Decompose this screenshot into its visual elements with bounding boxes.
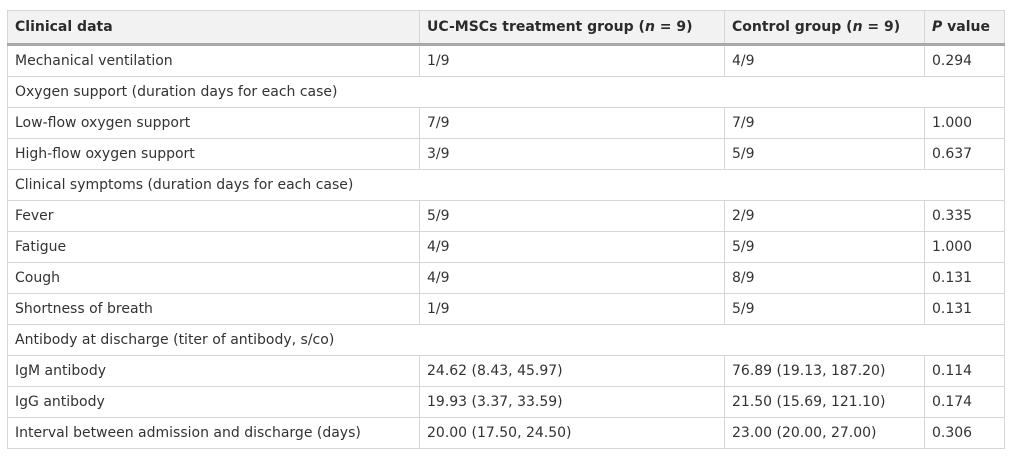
treatment-value: 24.62 (8.43, 45.97) — [419, 355, 725, 387]
row-label: Shortness of breath — [7, 293, 420, 325]
row-label: High-flow oxygen support — [7, 138, 420, 170]
p-value: 0.131 — [924, 293, 1005, 325]
row-label: Cough — [7, 262, 420, 294]
p-value: 1.000 — [924, 107, 1005, 139]
control-value: 4/9 — [724, 44, 925, 77]
treatment-value: 7/9 — [419, 107, 725, 139]
header-control-pre: Control group ( — [732, 19, 853, 35]
control-value: 5/9 — [724, 138, 925, 170]
section-label: Oxygen support (duration days for each c… — [7, 76, 1005, 108]
table-row: High-flow oxygen support 3/9 5/9 0.637 — [7, 138, 1005, 170]
treatment-value: 1/9 — [419, 44, 725, 77]
p-value: 0.174 — [924, 386, 1005, 418]
p-value: 0.131 — [924, 262, 1005, 294]
header-treatment-pre: UC-MSCs treatment group ( — [427, 19, 645, 35]
control-value: 7/9 — [724, 107, 925, 139]
table-row: Shortness of breath 1/9 5/9 0.131 — [7, 293, 1005, 325]
table-body: Mechanical ventilation 1/9 4/9 0.294 Oxygen … — [7, 44, 1005, 449]
clinical-data-table: Clinical data UC-MSCs treatment group (n… — [7, 10, 1005, 449]
treatment-value: 19.93 (3.37, 33.59) — [419, 386, 725, 418]
table-section-row: Oxygen support (duration days for each c… — [7, 76, 1005, 108]
header-control-post: = 9) — [862, 19, 901, 35]
table-section-row: Clinical symptoms (duration days for eac… — [7, 169, 1005, 201]
row-label: IgG antibody — [7, 386, 420, 418]
row-label: Low-flow oxygen support — [7, 107, 420, 139]
table-row: IgM antibody 24.62 (8.43, 45.97) 76.89 (19… — [7, 355, 1005, 387]
header-p-value: P value — [924, 10, 1005, 46]
table-row: Mechanical ventilation 1/9 4/9 0.294 — [7, 44, 1005, 77]
control-value: 5/9 — [724, 293, 925, 325]
control-value: 8/9 — [724, 262, 925, 294]
header-clinical-data: Clinical data — [7, 10, 420, 46]
clinical-data-table-container: Clinical data UC-MSCs treatment group (n… — [7, 10, 1005, 449]
treatment-value: 1/9 — [419, 293, 725, 325]
treatment-value: 4/9 — [419, 231, 725, 263]
treatment-value: 3/9 — [419, 138, 725, 170]
header-treatment-group: UC-MSCs treatment group (n = 9) — [419, 10, 725, 46]
table-row: Interval between admission and discharge… — [7, 417, 1005, 449]
header-clinical-data-label: Clinical data — [15, 19, 113, 35]
control-value: 76.89 (19.13, 187.20) — [724, 355, 925, 387]
table-row: Fatigue 4/9 5/9 1.000 — [7, 231, 1005, 263]
header-p: P — [932, 19, 943, 35]
treatment-value: 4/9 — [419, 262, 725, 294]
p-value: 0.637 — [924, 138, 1005, 170]
control-value: 21.50 (15.69, 121.10) — [724, 386, 925, 418]
p-value: 0.335 — [924, 200, 1005, 232]
section-label: Antibody at discharge (titer of antibody… — [7, 324, 1005, 356]
row-label: Fatigue — [7, 231, 420, 263]
table-header-row: Clinical data UC-MSCs treatment group (n… — [7, 10, 1005, 46]
header-treatment-post: = 9) — [654, 19, 693, 35]
row-label: Interval between admission and discharge… — [7, 417, 420, 449]
row-label: IgM antibody — [7, 355, 420, 387]
table-row: IgG antibody 19.93 (3.37, 33.59) 21.50 (15… — [7, 386, 1005, 418]
treatment-value: 20.00 (17.50, 24.50) — [419, 417, 725, 449]
p-value: 1.000 — [924, 231, 1005, 263]
treatment-value: 5/9 — [419, 200, 725, 232]
row-label: Fever — [7, 200, 420, 232]
p-value: 0.114 — [924, 355, 1005, 387]
p-value: 0.294 — [924, 44, 1005, 77]
header-treatment-n: n — [644, 19, 655, 35]
table-section-row: Antibody at discharge (titer of antibody… — [7, 324, 1005, 356]
control-value: 2/9 — [724, 200, 925, 232]
section-label: Clinical symptoms (duration days for eac… — [7, 169, 1005, 201]
p-value: 0.306 — [924, 417, 1005, 449]
header-control-group: Control group (n = 9) — [724, 10, 925, 46]
control-value: 23.00 (20.00, 27.00) — [724, 417, 925, 449]
header-p-post: value — [942, 19, 990, 35]
row-label: Mechanical ventilation — [7, 44, 420, 77]
table-row: Low-flow oxygen support 7/9 7/9 1.000 — [7, 107, 1005, 139]
control-value: 5/9 — [724, 231, 925, 263]
table-row: Cough 4/9 8/9 0.131 — [7, 262, 1005, 294]
table-row: Fever 5/9 2/9 0.335 — [7, 200, 1005, 232]
header-control-n: n — [852, 19, 863, 35]
